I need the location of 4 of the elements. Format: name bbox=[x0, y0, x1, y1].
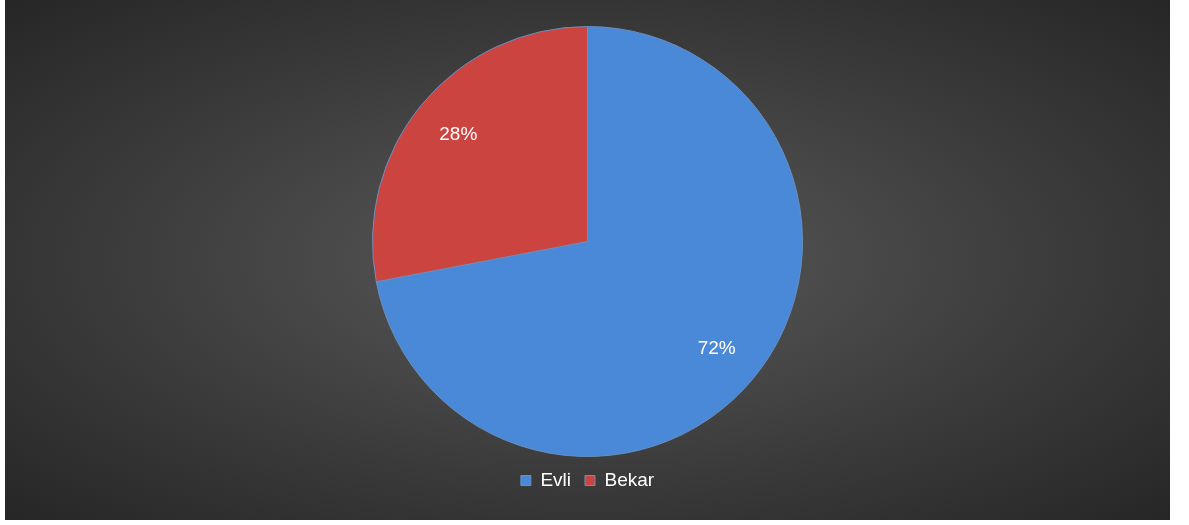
data-label: 28% bbox=[439, 122, 478, 144]
legend-label: Bekar bbox=[604, 468, 655, 490]
data-label: 72% bbox=[697, 336, 736, 358]
legend-label: Evli bbox=[540, 468, 571, 490]
